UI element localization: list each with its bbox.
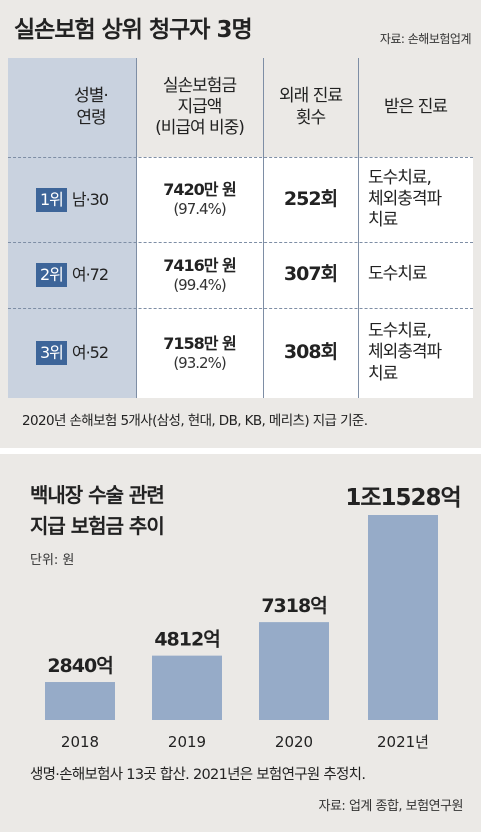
row-divider: [8, 242, 473, 243]
section-separator: [0, 448, 481, 454]
row-2-visits: 307회: [283, 263, 338, 286]
value-label: 4812억: [154, 629, 219, 651]
category-label: 2020: [275, 733, 313, 751]
row-1-treatment: 도수치료, 체외충격파 치료: [368, 167, 442, 231]
column-divider: [136, 58, 137, 398]
chart-source: 자료: 업계 종합, 보험연구원: [318, 799, 464, 814]
gender-age: 여·52: [71, 343, 109, 362]
claimants-table: 성별· 연령 실손보험금 지급액 (비급여 비중) 외래 진료 횟수 받은 진료 1위 …: [8, 58, 473, 398]
header-amount: 실손보험금 지급액 (비급여 비중): [155, 75, 245, 139]
row-3-treatment: 도수치료, 체외충격파 치료: [368, 321, 442, 384]
column-divider: [263, 58, 264, 398]
row-divider: [8, 308, 473, 309]
header-visits: 외래 진료 횟수: [279, 86, 343, 128]
table-title: 실손보험 상위 청구자 3명: [14, 17, 253, 43]
table-source: 자료: 손해보험업계: [379, 32, 472, 46]
gender-age: 남·30: [71, 189, 109, 209]
chart-note: 생명·손해보험사 13곳 합산. 2021년은 보험연구원 추정치.: [30, 767, 366, 783]
gender-age: 여·72: [71, 265, 109, 284]
bar-2021년: [368, 515, 438, 720]
rank-badge: 1위: [35, 187, 67, 212]
bar-chart: 2840억 2018 4812억 2019 7318억 2020 1조1528억 2021년: [45, 485, 462, 751]
rank-badge: 3위: [35, 341, 67, 365]
category-label: 2019: [168, 733, 206, 751]
row-3-rank-gender: 3위 여·52: [8, 308, 136, 398]
row-2-rank-gender: 2위 여·72: [8, 242, 136, 308]
chart-unit: 단위: 원: [30, 553, 75, 568]
category-label: 2021년: [377, 733, 429, 751]
header-row-shade: [136, 58, 473, 157]
row-3-visits: 308회: [283, 341, 338, 364]
category-label: 2018: [61, 733, 99, 751]
column-divider: [358, 58, 359, 398]
row-1-amount: 7420만 원 (97.4%): [163, 180, 237, 219]
value-label: 1조1528억: [345, 485, 460, 511]
value-label: 2840억: [47, 655, 112, 677]
row-2-treatment: 도수치료: [368, 264, 428, 285]
bar-2020: [259, 622, 329, 720]
value-label: 7318억: [261, 595, 326, 617]
bar-2019: [152, 655, 222, 720]
rank-badge: 2위: [35, 263, 67, 287]
header-gender-age: 성별· 연령: [74, 86, 109, 128]
row-divider: [8, 157, 473, 158]
bar-2018: [45, 682, 115, 720]
chart-title: 백내장 수술 관련 지급 보험금 추이: [30, 483, 165, 538]
row-3-amount: 7158만 원 (93.2%): [163, 333, 237, 372]
rank-column-shade: [8, 58, 136, 398]
row-1-visits: 252회: [283, 187, 338, 210]
header-treatment: 받은 진료: [384, 96, 448, 117]
table-note: 2020년 손해보험 5개사(삼성, 현대, DB, KB, 메리츠) 지급 기…: [22, 413, 368, 429]
row-1-rank-gender: 1위 남·30: [8, 157, 136, 242]
row-2-amount: 7416만 원 (99.4%): [163, 255, 237, 294]
